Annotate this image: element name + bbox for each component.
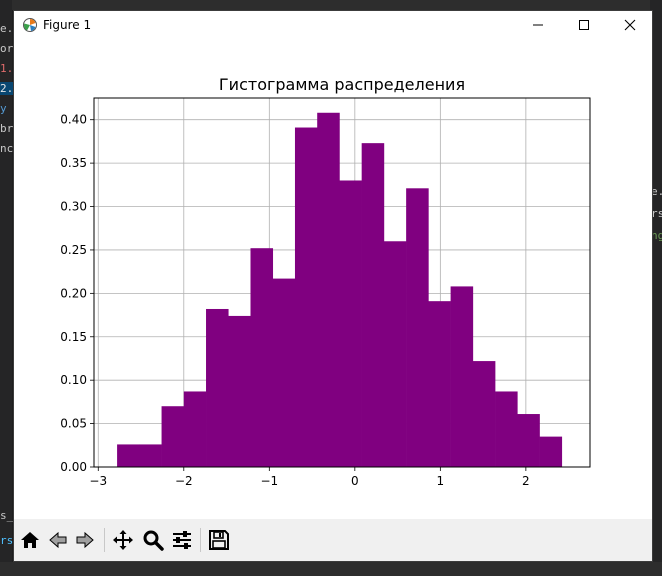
figure-window: Figure 1 Гистограмма распределения −3 −2 −… xyxy=(13,10,653,562)
histogram-bar xyxy=(139,444,162,467)
histogram-bar xyxy=(161,406,185,467)
background-code-fragment: y xyxy=(0,102,7,115)
background-code-fragment: rs xyxy=(651,207,662,220)
editor-background-left xyxy=(0,0,12,576)
figure-canvas[interactable]: Гистограмма распределения −3 −2 −1 0 1 2 0.00 0… xyxy=(14,39,652,521)
y-tick-label: 0.10 xyxy=(60,373,87,387)
x-tick-label: −2 xyxy=(175,474,193,488)
background-code-fragment: ng xyxy=(651,229,662,242)
close-icon xyxy=(624,19,636,31)
home-button[interactable] xyxy=(17,527,43,553)
save-button[interactable] xyxy=(206,527,232,553)
navigation-toolbar xyxy=(14,519,652,561)
maximize-button[interactable] xyxy=(561,11,607,39)
histogram-bar xyxy=(450,286,474,467)
histogram-bar xyxy=(428,301,451,467)
background-code-fragment: 2. xyxy=(0,82,14,95)
background-code-fragment: 1. xyxy=(0,62,14,75)
pan-button[interactable] xyxy=(110,527,136,553)
y-tick-label: 0.40 xyxy=(60,113,87,127)
histogram-bar xyxy=(539,436,563,467)
x-tick-label: 2 xyxy=(522,474,530,488)
histogram-bar xyxy=(339,180,362,467)
histogram-bar xyxy=(272,278,296,467)
home-icon xyxy=(21,532,39,548)
configure-subplots-icon xyxy=(173,531,191,549)
histogram-bar xyxy=(495,391,518,467)
zoom-button[interactable] xyxy=(140,527,166,553)
background-code-fragment: e. xyxy=(0,22,14,35)
matplotlib-logo-icon xyxy=(23,18,37,32)
toolbar-separator xyxy=(200,528,201,552)
y-tick-label: 0.05 xyxy=(60,417,87,431)
background-code-fragment: or xyxy=(0,42,14,55)
y-tick-label: 0.30 xyxy=(60,200,87,214)
histogram-bar xyxy=(228,315,251,467)
histogram-chart: Гистограмма распределения −3 −2 −1 0 1 2 0.00 0… xyxy=(60,75,591,488)
back-button[interactable] xyxy=(45,527,71,553)
save-icon xyxy=(209,530,229,550)
editor-background-top xyxy=(0,0,662,10)
histogram-bar xyxy=(383,241,407,467)
histogram-bar xyxy=(472,361,496,467)
histogram-bar xyxy=(361,143,385,467)
editor-background-right xyxy=(650,0,662,576)
title-bar[interactable]: Figure 1 xyxy=(14,11,652,39)
histogram-bar xyxy=(206,308,229,467)
toolbar-separator xyxy=(104,528,105,552)
zoom-icon xyxy=(143,530,164,551)
y-tick-label: 0.00 xyxy=(60,460,87,474)
histogram-bar xyxy=(294,127,318,468)
editor-background-bottom xyxy=(0,562,662,576)
histogram-bar xyxy=(317,112,340,467)
back-icon xyxy=(49,531,67,549)
close-button[interactable] xyxy=(607,11,653,39)
forward-icon xyxy=(76,531,94,549)
forward-button[interactable] xyxy=(72,527,98,553)
chart-title: Гистограмма распределения xyxy=(219,75,465,94)
y-tick-label: 0.25 xyxy=(60,243,87,257)
pan-icon xyxy=(113,530,133,550)
configure-subplots-button[interactable] xyxy=(169,527,195,553)
histogram-bar xyxy=(250,248,274,467)
background-code-fragment: br xyxy=(0,122,14,135)
histogram-bar xyxy=(117,444,140,467)
y-tick-label: 0.20 xyxy=(60,286,87,300)
x-tick-label: 1 xyxy=(437,474,445,488)
histogram-bar xyxy=(406,188,429,468)
y-tick-label: 0.15 xyxy=(60,330,87,344)
x-tick-label: −3 xyxy=(89,474,107,488)
y-tick-label: 0.35 xyxy=(60,156,87,170)
background-code-fragment: nc xyxy=(0,142,14,155)
x-tick-label: 0 xyxy=(351,474,359,488)
maximize-icon xyxy=(579,20,589,30)
histogram-bar xyxy=(183,391,207,467)
background-code-fragment: e. xyxy=(651,185,662,198)
minimize-icon xyxy=(533,24,543,26)
x-tick-label: −1 xyxy=(260,474,278,488)
axes-frame xyxy=(93,97,591,468)
minimize-button[interactable] xyxy=(515,11,561,39)
histogram-bar xyxy=(517,414,540,467)
window-title: Figure 1 xyxy=(43,18,92,32)
background-code-fragment: rs xyxy=(0,534,14,547)
